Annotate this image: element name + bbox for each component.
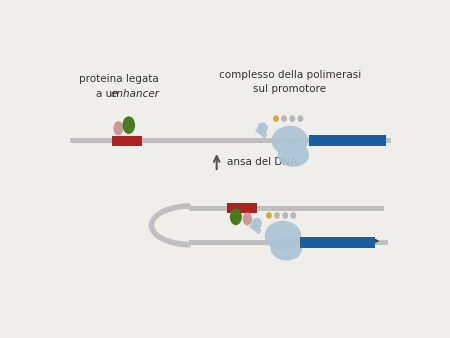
- Bar: [189, 206, 384, 211]
- Bar: [70, 139, 391, 143]
- Text: enhancer: enhancer: [110, 89, 159, 99]
- Ellipse shape: [265, 221, 301, 251]
- Bar: [301, 237, 375, 248]
- Bar: [112, 136, 142, 146]
- Bar: [227, 203, 257, 213]
- Ellipse shape: [252, 218, 262, 229]
- Bar: [309, 135, 386, 146]
- Ellipse shape: [257, 122, 268, 133]
- Ellipse shape: [271, 237, 302, 261]
- Ellipse shape: [113, 121, 123, 136]
- Ellipse shape: [283, 212, 288, 219]
- Ellipse shape: [272, 126, 308, 156]
- Ellipse shape: [281, 115, 287, 122]
- Ellipse shape: [273, 115, 279, 122]
- Ellipse shape: [243, 212, 252, 225]
- Ellipse shape: [297, 115, 303, 122]
- Text: complesso della polimerasi: complesso della polimerasi: [219, 71, 361, 80]
- Ellipse shape: [291, 212, 296, 219]
- Text: proteina legata: proteina legata: [79, 74, 159, 84]
- Ellipse shape: [266, 212, 272, 219]
- Text: a un: a un: [96, 89, 122, 99]
- Ellipse shape: [230, 208, 242, 225]
- Polygon shape: [148, 203, 190, 247]
- Bar: [189, 240, 387, 245]
- Ellipse shape: [122, 116, 135, 134]
- Ellipse shape: [274, 212, 280, 219]
- Polygon shape: [255, 125, 267, 139]
- Polygon shape: [249, 221, 261, 235]
- Text: sul promotore: sul promotore: [253, 84, 326, 94]
- Ellipse shape: [289, 115, 295, 122]
- Ellipse shape: [278, 143, 309, 167]
- Text: ansa del DNA: ansa del DNA: [227, 156, 297, 167]
